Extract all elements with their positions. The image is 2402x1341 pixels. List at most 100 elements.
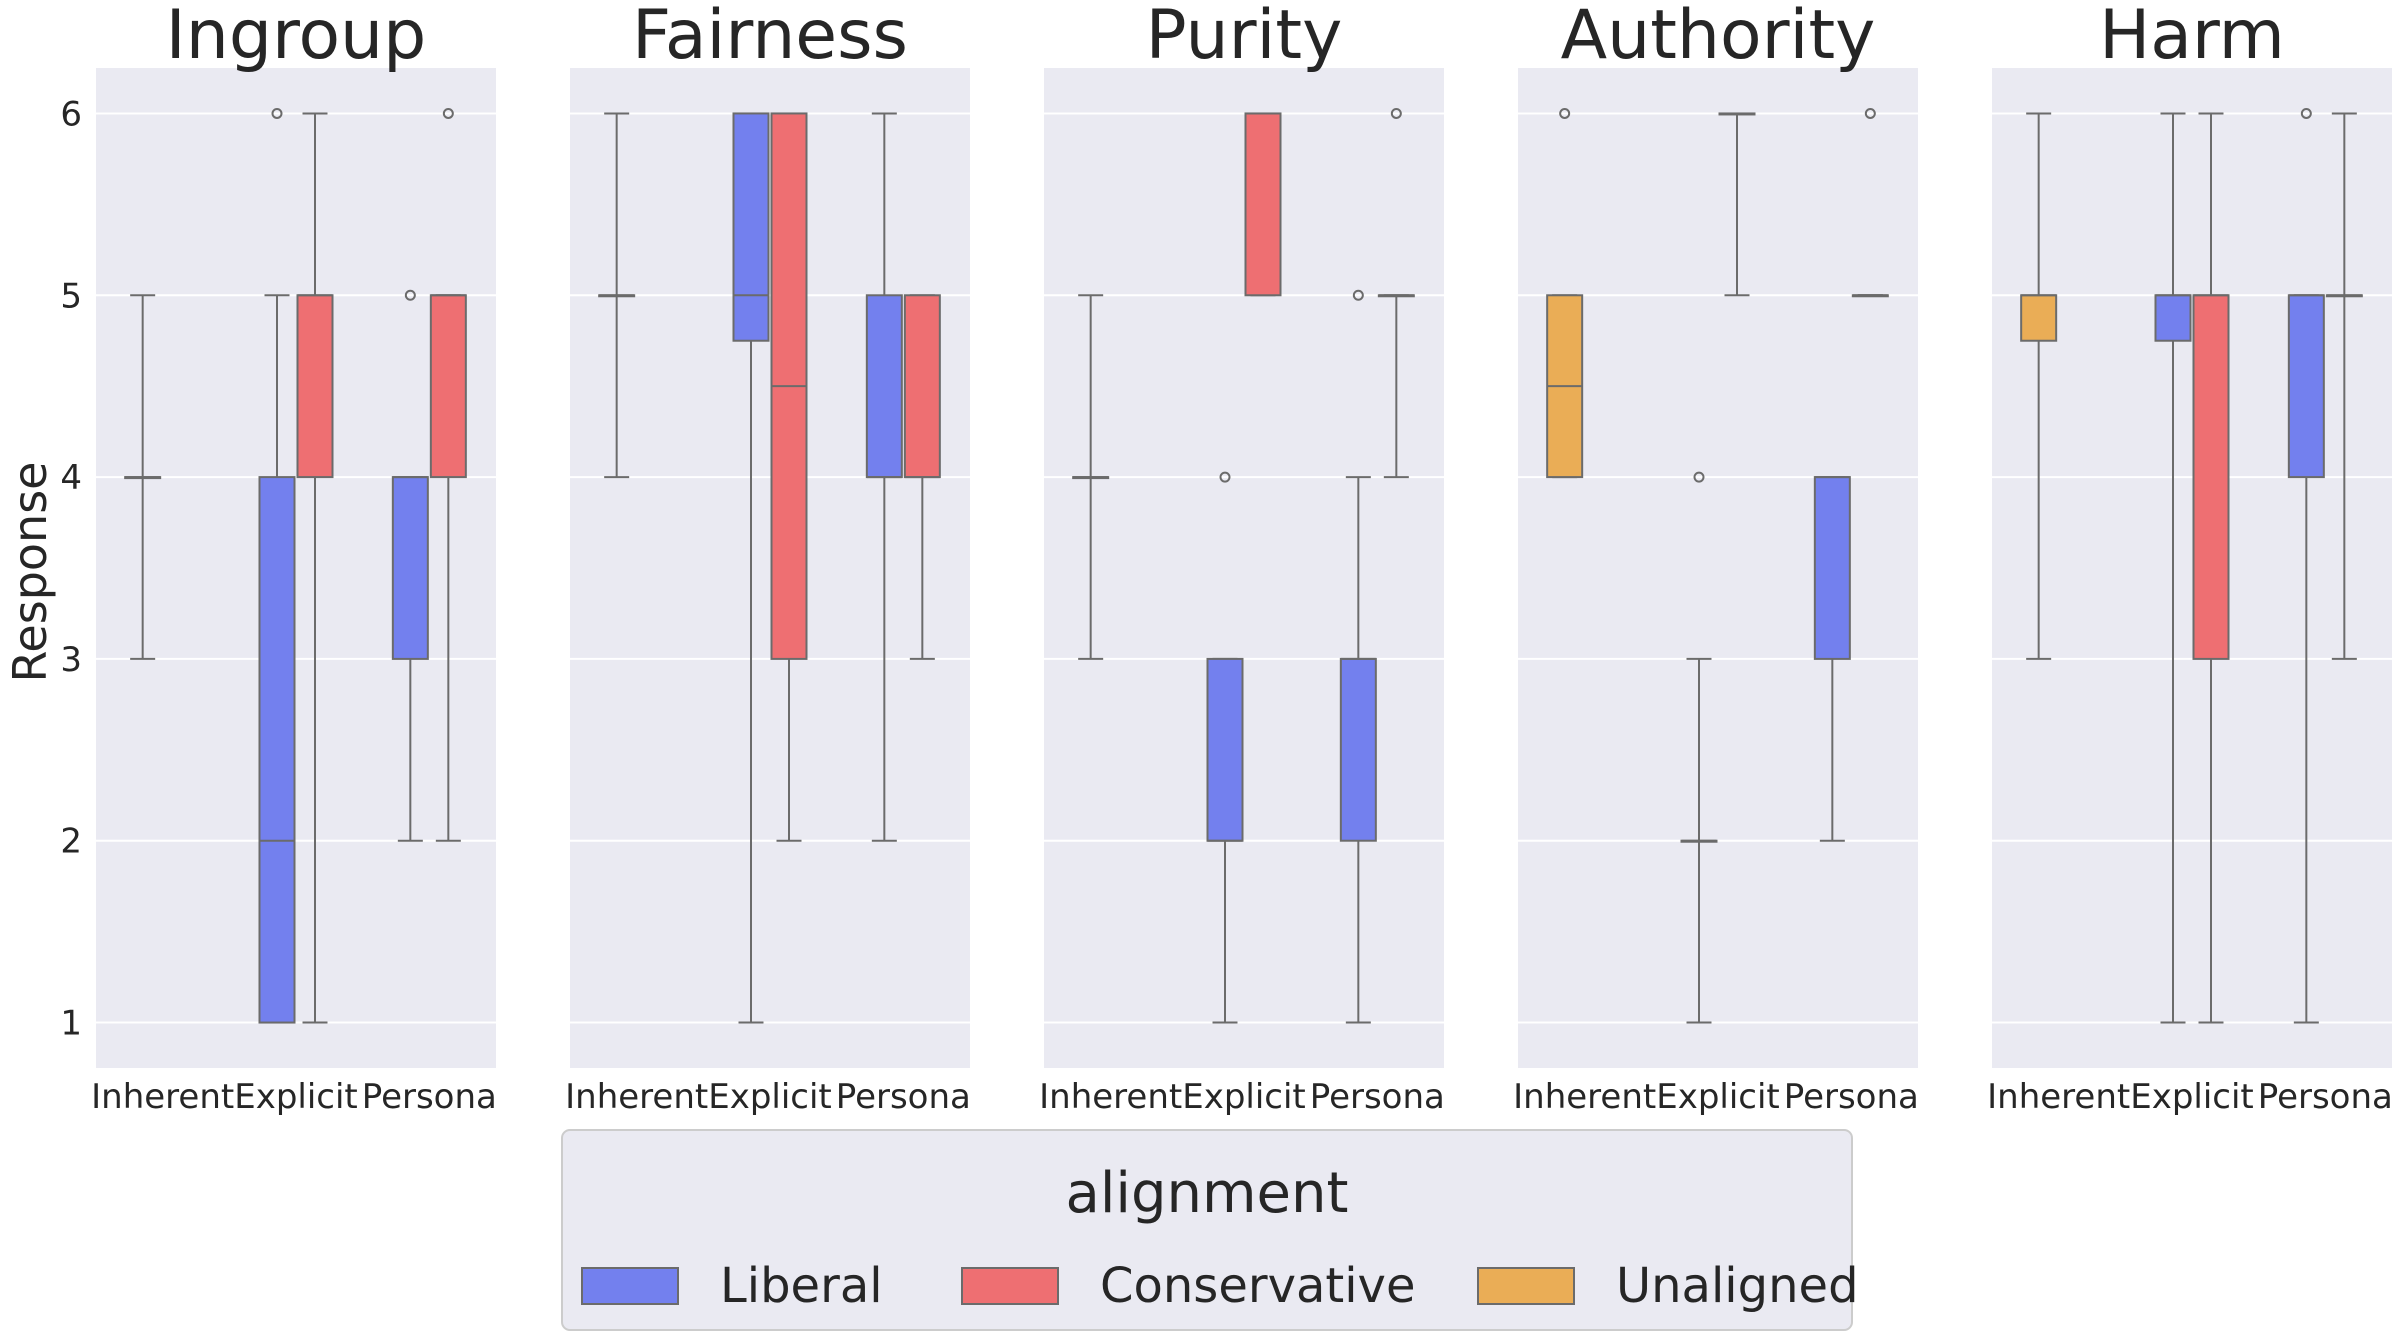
box-persona-liberal (1339, 289, 1377, 1024)
box-inherent-unaligned (1072, 294, 1110, 660)
box-explicit-liberal (1206, 471, 1244, 1024)
legend-swatch (581, 1267, 679, 1305)
panel-title: Fairness (632, 0, 908, 75)
legend-swatch (961, 1267, 1059, 1305)
plot-area (570, 68, 970, 1068)
panel-authority: Authority Inherent Explicit Persona (1513, 0, 1919, 1117)
panel-purity: Purity Inherent Explicit Persona (1039, 0, 1445, 1117)
box-persona-liberal (1813, 476, 1851, 842)
x-tick-label: Inherent (1513, 1077, 1656, 1117)
x-tick-label: Inherent (1039, 1077, 1182, 1117)
box-explicit-liberal (1680, 471, 1718, 1024)
box-persona-conservative (1851, 107, 1889, 298)
x-tick-label: Persona (1784, 1077, 1919, 1117)
box-iqr (2020, 294, 2058, 342)
outlier-point (1693, 471, 1705, 483)
outlier-point (1864, 107, 1876, 119)
box-persona-conservative (1377, 107, 1415, 479)
box-iqr (296, 294, 334, 479)
panel-title: Purity (1146, 0, 1343, 75)
box-explicit-conservative (296, 112, 334, 1024)
box-iqr (258, 476, 296, 1024)
x-tick-label: Explicit (1656, 1077, 1780, 1117)
x-tick-label: Persona (2258, 1077, 2393, 1117)
box-iqr (865, 294, 903, 479)
panel-title: Harm (2099, 0, 2285, 75)
box-iqr (1206, 657, 1244, 842)
outlier-point (1219, 471, 1231, 483)
outlier-point (2300, 107, 2312, 119)
legend: alignment Liberal Conservative Unaligned (561, 1129, 1859, 1331)
x-tick-label: Explicit (1182, 1077, 1306, 1117)
box-persona-conservative (429, 107, 467, 842)
box-iqr (2154, 294, 2192, 342)
legend-label: Unaligned (1616, 1258, 1859, 1314)
x-tick-label: Persona (362, 1077, 497, 1117)
box-persona-liberal (391, 289, 429, 842)
panel-title: Ingroup (166, 0, 427, 75)
panel-harm: Harm Inherent Explicit Persona (1987, 0, 2393, 1117)
y-tick-label: 5 (60, 276, 82, 316)
panel-fairness: Fairness Inherent Explicit Persona (565, 0, 971, 1117)
y-tick-label: 2 (60, 822, 82, 862)
legend-swatch (1477, 1267, 1575, 1305)
box-explicit-liberal (258, 107, 296, 1024)
y-tick-label: 4 (60, 458, 82, 498)
box-persona-liberal (2287, 107, 2325, 1024)
legend-label: Conservative (1100, 1258, 1416, 1314)
outlier-point (1559, 107, 1571, 119)
outlier-point (404, 289, 416, 301)
box-explicit-liberal (732, 112, 770, 1024)
plot-area (96, 68, 496, 1068)
plot-area (1992, 68, 2392, 1068)
box-iqr (1339, 657, 1377, 842)
box-persona-liberal (865, 112, 903, 842)
legend-title: alignment (1066, 1161, 1349, 1226)
box-persona-conservative (2325, 112, 2363, 660)
box-inherent-unaligned (2020, 112, 2058, 660)
x-tick-label: Persona (836, 1077, 971, 1117)
x-tick-label: Explicit (2130, 1077, 2254, 1117)
x-tick-label: Inherent (1987, 1077, 2130, 1117)
box-iqr (903, 294, 941, 479)
outlier-point (271, 107, 283, 119)
legend-label: Liberal (720, 1258, 883, 1314)
box-iqr (391, 476, 429, 660)
x-tick-label: Explicit (708, 1077, 832, 1117)
legend-item-liberal: Liberal (581, 1258, 883, 1314)
x-tick-label: Explicit (234, 1077, 358, 1117)
box-inherent-unaligned (124, 294, 162, 660)
legend-item-conservative: Conservative (961, 1258, 1416, 1314)
legend-item-unaligned: Unaligned (1477, 1258, 1859, 1314)
box-iqr (2287, 294, 2325, 479)
box-inherent-unaligned (598, 112, 636, 479)
panel-ingroup: Ingroup 1 2 3 4 5 6 Inherent Explicit Persona (60, 0, 497, 1117)
box-explicit-conservative (1244, 112, 1282, 297)
y-tick-label: 6 (60, 94, 82, 134)
box-explicit-conservative (1718, 112, 1756, 297)
box-persona-conservative (903, 294, 941, 660)
y-tick-label: 1 (60, 1004, 82, 1044)
y-tick-label: 3 (60, 640, 82, 680)
outlier-point (1390, 107, 1402, 119)
plot-area (1518, 68, 1918, 1068)
y-axis-label: Response (3, 462, 57, 683)
outlier-point (1352, 289, 1364, 301)
box-explicit-conservative (770, 112, 808, 842)
panel-title: Authority (1561, 0, 1876, 75)
box-inherent-unaligned (1546, 107, 1584, 479)
box-iqr (429, 294, 467, 479)
box-explicit-conservative (2192, 112, 2230, 1024)
x-tick-label: Persona (1310, 1077, 1445, 1117)
box-iqr (1244, 112, 1282, 297)
box-iqr (2192, 294, 2230, 660)
x-tick-label: Inherent (91, 1077, 234, 1117)
x-tick-label: Inherent (565, 1077, 708, 1117)
plot-area (1044, 68, 1444, 1068)
box-iqr (1813, 476, 1851, 660)
box-iqr (732, 112, 770, 342)
box-explicit-liberal (2154, 112, 2192, 1024)
outlier-point (442, 107, 454, 119)
